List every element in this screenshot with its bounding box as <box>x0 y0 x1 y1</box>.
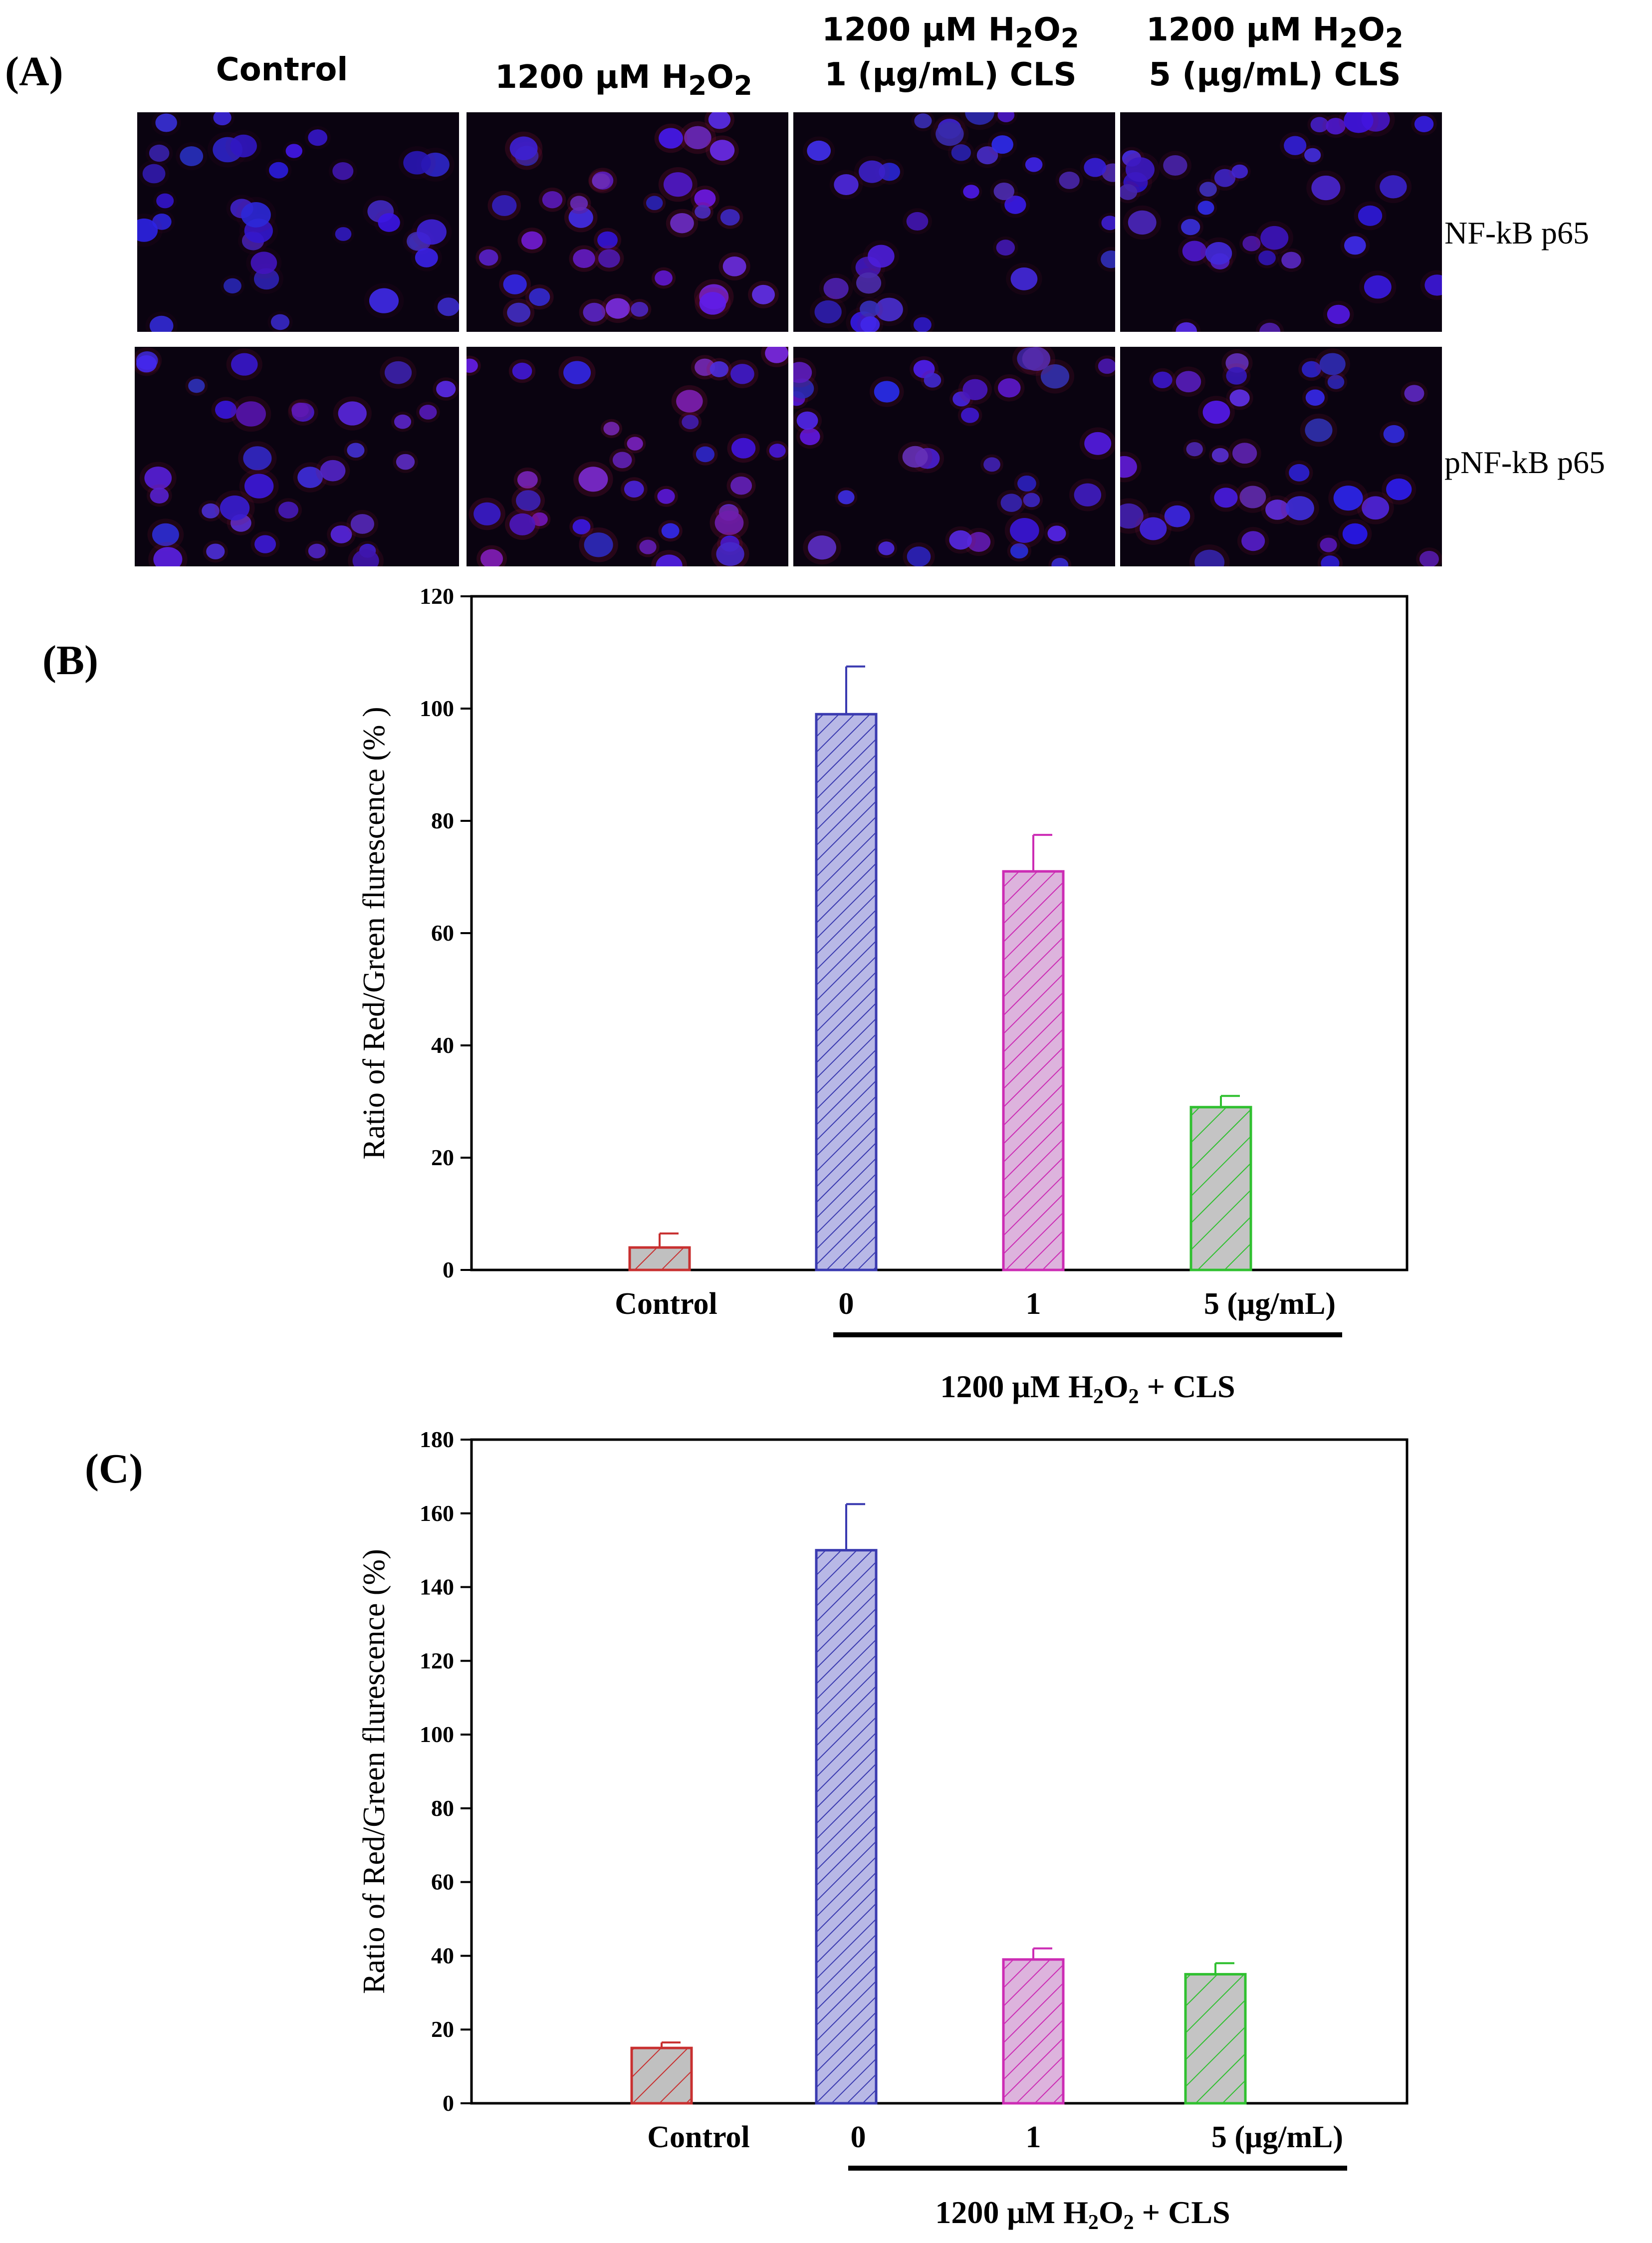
chart-c-ytick-label: 0 <box>443 2090 454 2116</box>
panel-c-label: (C) <box>85 1446 143 1492</box>
row-label-pnfkb: pNF-kB p65 <box>1444 445 1605 480</box>
chart-c-xtick-label-2: 1 <box>1026 2120 1041 2154</box>
chart-b-bar-3 <box>1189 1106 1252 1271</box>
chart-c-ytick-label: 60 <box>431 1869 454 1895</box>
chart-c-ytick-label: 40 <box>431 1943 454 1968</box>
chart-b-xtick-label-0: Control <box>615 1287 717 1321</box>
panel-b-label: (B) <box>42 637 98 684</box>
chart-c-xtick-label-1: 0 <box>851 2120 866 2154</box>
chart-b-ytick-label: 0 <box>443 1257 454 1282</box>
row-label-nfkb: NF-kB p65 <box>1444 215 1589 250</box>
chart-c-xtick-label-3: 5 (μg/mL) <box>1211 2120 1343 2154</box>
chart-c-ytick-label: 140 <box>420 1574 454 1600</box>
chart-c-bar-2 <box>1002 1958 1065 2105</box>
chart-c-bar-0 <box>630 2046 693 2105</box>
chart-c-xtick-label-0: Control <box>647 2120 750 2154</box>
column-title-control: Control <box>216 51 348 88</box>
chart-b-ytick-label: 60 <box>431 920 454 946</box>
chart-b-xtick-label-1: 0 <box>839 1287 854 1321</box>
chart-b-bar-0 <box>628 1246 691 1271</box>
chart-b-group-label: 1200 μM H2O2 + CLS <box>940 1369 1235 1408</box>
chart-c-plot-frame <box>470 1438 1409 2105</box>
chart-b-xtick-label-3: 5 (μg/mL) <box>1204 1287 1336 1321</box>
micrograph-nfkb-cls5 <box>1120 112 1442 332</box>
chart-c-ytick-label: 80 <box>431 1795 454 1821</box>
column-title-h2o2: 1200 μM H2O2 <box>495 59 752 101</box>
chart-b-xtick-label-2: 1 <box>1026 1287 1041 1321</box>
chart-b-bar-2 <box>1002 870 1065 1271</box>
micrograph-nfkb-h2o2 <box>467 112 788 332</box>
column-title-h2o2-cls1: 1200 μM H2O2 1 (μg/mL) CLS <box>822 11 1079 94</box>
micrograph-pnfkb-h2o2 <box>467 347 788 566</box>
micrograph-nfkb-cls1 <box>793 112 1115 332</box>
chart-c-group-label: 1200 μM H2O2 + CLS <box>935 2195 1230 2234</box>
chart-b-ytick-label: 20 <box>431 1145 454 1170</box>
column-title-h2o2-cls5: 1200 μM H2O2 5 (μg/mL) CLS <box>1146 11 1404 94</box>
chart-b-ylabel: Ratio of Red/Green flurescence (% ) <box>357 707 391 1159</box>
micrograph-pnfkb-control <box>135 347 459 566</box>
chart-b-plot-frame <box>470 595 1409 1271</box>
panel-a-label: (A) <box>5 48 63 95</box>
chart-b-bar-1 <box>815 713 878 1271</box>
micrograph-pnfkb-cls1 <box>793 347 1115 566</box>
micrograph-nfkb-control <box>137 112 459 332</box>
chart-c-bar-1 <box>815 1549 878 2105</box>
chart-c-ytick-label: 100 <box>420 1722 454 1747</box>
chart-c-bar-3 <box>1184 1973 1247 2105</box>
micrograph-pnfkb-cls5 <box>1120 347 1442 566</box>
chart-b-ytick-label: 40 <box>431 1032 454 1058</box>
chart-c-ytick-label: 120 <box>420 1648 454 1673</box>
chart-b-ytick-label: 100 <box>420 696 454 721</box>
chart-b-ytick-label: 80 <box>431 808 454 833</box>
chart-c-ytick-label: 160 <box>420 1500 454 1526</box>
chart-c-ytick-label: 180 <box>420 1427 454 1452</box>
chart-c-ylabel: Ratio of Red/Green flurescence (%) <box>357 1549 391 1994</box>
chart-b-ytick-label: 120 <box>420 583 454 609</box>
chart-c-ytick-label: 20 <box>431 2016 454 2042</box>
